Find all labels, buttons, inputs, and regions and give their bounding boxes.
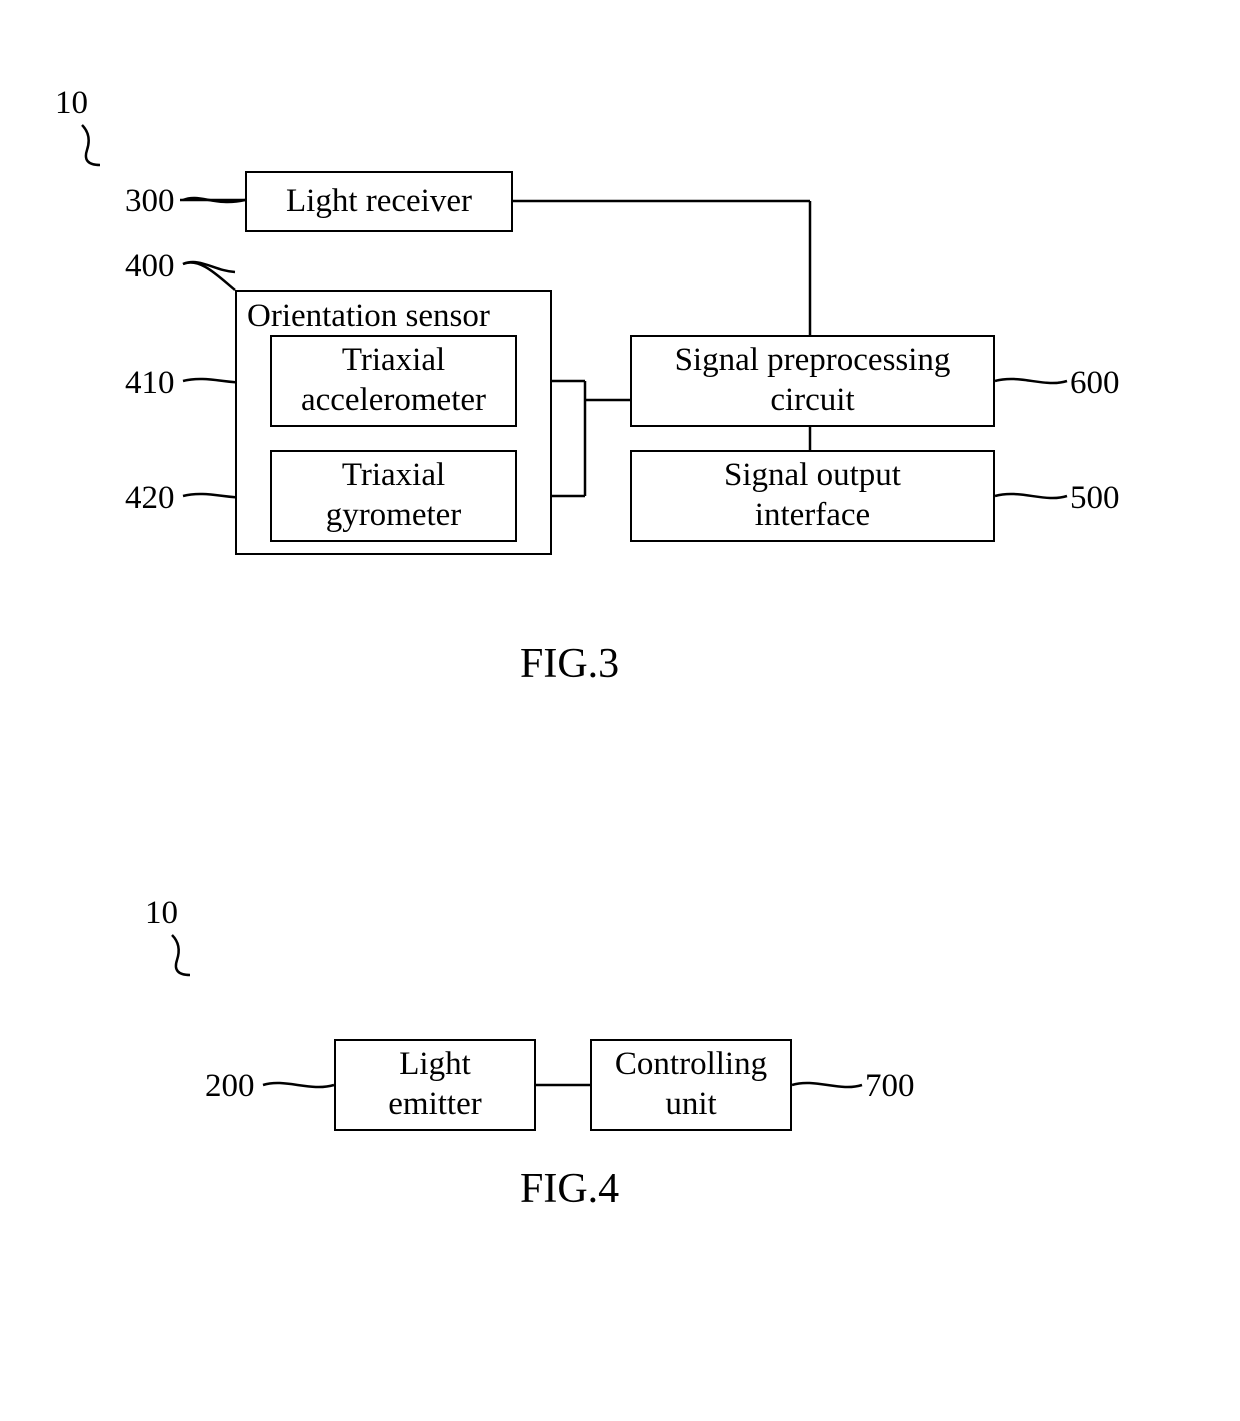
emitter-line1: Light	[399, 1046, 471, 1082]
preproc-line1: Signal preprocessing	[675, 342, 951, 378]
triaxial-gyrometer-label: Triaxial gyrometer	[326, 456, 462, 535]
gyro-line1: Triaxial	[342, 457, 445, 493]
ref-420: 420	[125, 480, 175, 517]
control-line1: Controlling	[615, 1046, 767, 1082]
ref-500: 500	[1070, 480, 1120, 517]
preproc-line2: circuit	[770, 382, 854, 418]
signal-output-box: Signal output interface	[630, 450, 995, 542]
device-ref-fig3: 10	[55, 85, 88, 122]
orientation-sensor-label: Orientation sensor	[247, 297, 490, 337]
controlling-unit-box: Controlling unit	[590, 1039, 792, 1131]
triaxial-accelerometer-box: Triaxial accelerometer	[270, 335, 517, 427]
ref-200: 200	[205, 1068, 255, 1105]
accel-line1: Triaxial	[342, 342, 445, 378]
light-receiver-box: Light receiver	[245, 171, 513, 232]
signal-preprocessing-box: Signal preprocessing circuit	[630, 335, 995, 427]
control-line2: unit	[665, 1086, 716, 1122]
fig3-title: FIG.3	[520, 640, 619, 688]
diagram-container: 10 300 Light receiver 400 Orientation se…	[0, 0, 1240, 1421]
output-line1: Signal output	[724, 457, 901, 493]
light-receiver-label: Light receiver	[286, 182, 472, 222]
light-emitter-box: Light emitter	[334, 1039, 536, 1131]
ref-410: 410	[125, 365, 175, 402]
gyro-line2: gyrometer	[326, 497, 462, 533]
ref-300: 300	[125, 183, 175, 220]
connections-svg	[0, 0, 1240, 1421]
accel-line2: accelerometer	[301, 382, 486, 418]
ref-400: 400	[125, 248, 175, 285]
signal-preprocessing-label: Signal preprocessing circuit	[675, 341, 951, 420]
triaxial-accelerometer-label: Triaxial accelerometer	[301, 341, 486, 420]
light-emitter-label: Light emitter	[388, 1045, 481, 1124]
ref-700: 700	[865, 1068, 915, 1105]
triaxial-gyrometer-box: Triaxial gyrometer	[270, 450, 517, 542]
output-line2: interface	[755, 497, 870, 533]
emitter-line2: emitter	[388, 1086, 481, 1122]
device-ref-fig4: 10	[145, 895, 178, 932]
signal-output-label: Signal output interface	[724, 456, 901, 535]
fig4-title: FIG.4	[520, 1165, 619, 1213]
ref-600: 600	[1070, 365, 1120, 402]
controlling-unit-label: Controlling unit	[615, 1045, 767, 1124]
